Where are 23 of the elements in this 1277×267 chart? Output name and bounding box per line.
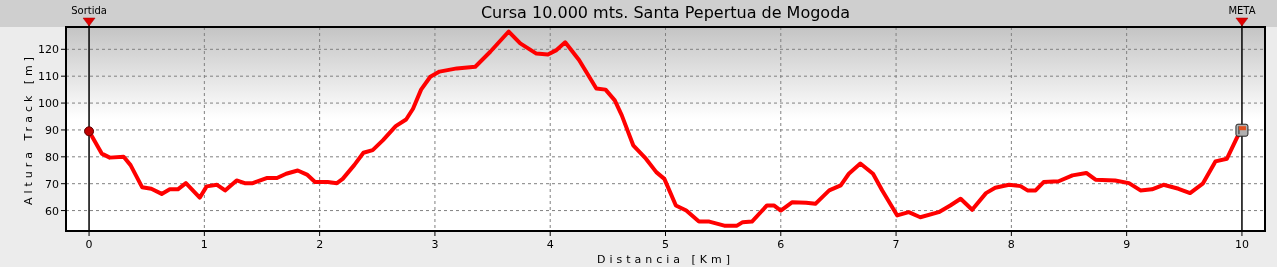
x-tick-label: 4 [546,238,554,251]
ref-line-label: Sortida [71,5,107,16]
x-tick-label: 7 [892,238,900,251]
x-tick-label: 0 [85,238,93,251]
x-tick-label: 10 [1234,238,1249,251]
x-axis-title: Distancia [Km] [596,253,735,266]
y-tick-label: 120 [38,43,59,57]
x-tick-label: 1 [200,238,208,251]
x-tick-label: 9 [1123,238,1131,251]
y-tick-label: 80 [45,150,59,164]
y-tick-label: 110 [38,70,59,84]
y-tick-label: 90 [45,123,59,137]
y-tick-label: 60 [45,204,59,218]
x-tick-label: 5 [662,238,669,251]
x-tick-label: 3 [431,238,439,251]
y-tick-label: 100 [38,97,59,111]
x-tick-label: 6 [777,238,785,251]
ref-line-label: META [1228,5,1256,16]
x-tick-label: 2 [316,238,324,251]
y-tick-label: 70 [45,177,59,191]
chart-title: Cursa 10.000 mts. Santa Pepertua de Mogoda [480,3,851,22]
y-axis-title: Altura Track [m] [22,52,35,206]
x-tick-label: 8 [1007,238,1015,251]
